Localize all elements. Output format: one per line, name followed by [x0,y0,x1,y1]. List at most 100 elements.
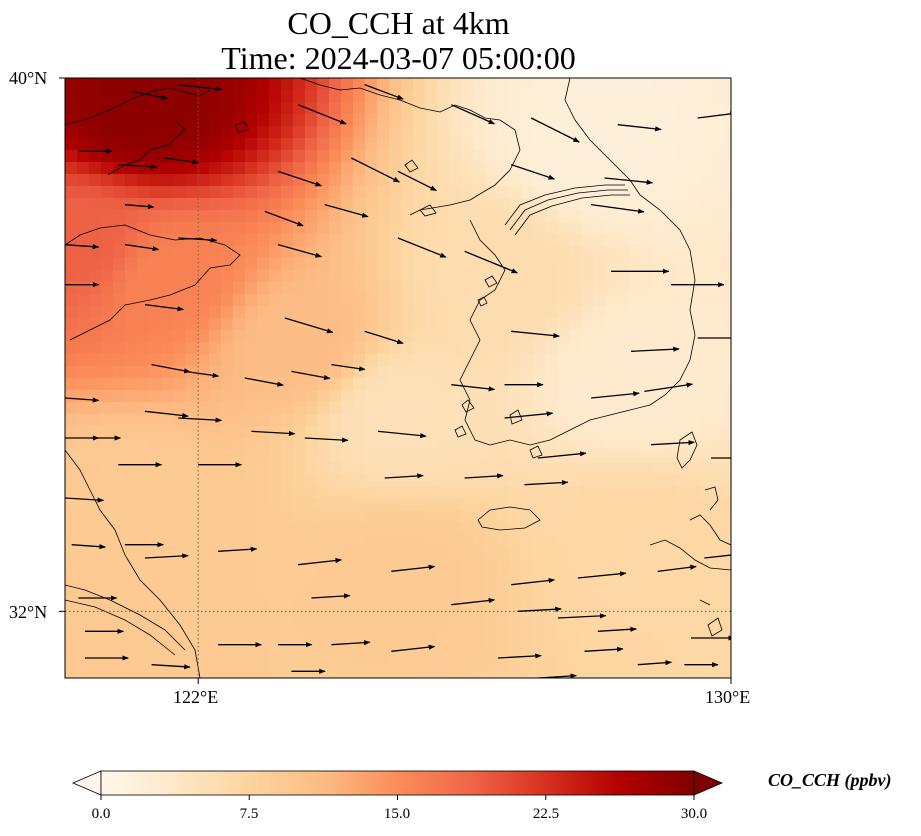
field-cell [89,270,102,283]
field-cell [137,282,150,295]
field-cell [509,318,522,331]
field-cell [113,390,126,403]
field-cell [413,258,426,271]
field-cell [617,666,630,678]
field-cell [353,594,366,607]
field-cell [353,126,366,139]
field-cell [725,210,731,223]
field-cell [581,78,594,91]
field-cell [209,510,222,523]
field-cell [713,606,726,619]
field-cell [689,78,702,91]
field-cell [281,570,294,583]
field-cell [161,438,174,451]
field-cell [485,510,498,523]
field-cell [653,462,666,475]
field-cell [581,534,594,547]
field-cell [641,90,654,103]
field-cell [425,570,438,583]
field-cell [317,234,330,247]
field-cell [65,222,78,235]
field-cell [701,462,714,475]
field-cell [281,78,294,91]
field-cell [245,258,258,271]
field-cell [233,582,246,595]
field-cell [161,450,174,463]
field-cell [545,594,558,607]
field-cell [725,450,731,463]
field-cell [533,438,546,451]
wind-arrow [298,557,342,566]
field-cell [449,378,462,391]
field-cell [185,390,198,403]
field-cell [293,390,306,403]
field-cell [389,258,402,271]
field-cell [557,486,570,499]
field-cell [245,438,258,451]
field-cell [137,654,150,667]
field-cell [425,378,438,391]
field-cell [257,78,270,91]
field-cell [617,342,630,355]
field-cell [425,558,438,571]
field-cell [389,210,402,223]
field-cell [149,522,162,535]
field-cell [65,102,78,115]
field-cell [305,150,318,163]
field-cell [689,474,702,487]
field-cell [221,102,234,115]
field-cell [281,642,294,655]
field-cell [641,606,654,619]
field-cell [653,318,666,331]
wind-arrow [297,104,347,125]
field-cell [509,354,522,367]
field-cell [185,534,198,547]
field-cell [341,390,354,403]
field-cell [593,654,606,667]
field-cell [197,330,210,343]
field-cell [581,366,594,379]
field-cell [509,534,522,547]
coastline-shandong [65,224,241,341]
field-cell [341,510,354,523]
field-cell [677,282,690,295]
field-cell [101,546,114,559]
field-cell [581,474,594,487]
field-cell [641,378,654,391]
field-cell [605,486,618,499]
field-cell [617,150,630,163]
field-cell [677,138,690,151]
field-cell [89,378,102,391]
field-cell [461,570,474,583]
field-cell [689,462,702,475]
field-cell [605,354,618,367]
field-cell [509,570,522,583]
field-cell [425,174,438,187]
field-cell [581,630,594,643]
field-cell [653,126,666,139]
field-cell [641,462,654,475]
field-cell [545,498,558,511]
field-cell [185,102,198,115]
field-cell [449,282,462,295]
field-cell [569,462,582,475]
field-cell [221,402,234,415]
field-cell [65,414,78,427]
field-cell [581,606,594,619]
field-cell [593,438,606,451]
axis-ticks [59,77,732,684]
field-cell [629,318,642,331]
coastline-tsushima [676,431,698,469]
field-cell [269,666,282,678]
field-cell [389,486,402,499]
field-cell [149,474,162,487]
field-cell [317,246,330,259]
field-cell [413,426,426,439]
wind-arrow [311,593,351,599]
field-cell [353,210,366,223]
field-cell [449,546,462,559]
field-cell [149,510,162,523]
field-cell [125,246,138,259]
field-cell [413,498,426,511]
field-cell [401,666,414,678]
